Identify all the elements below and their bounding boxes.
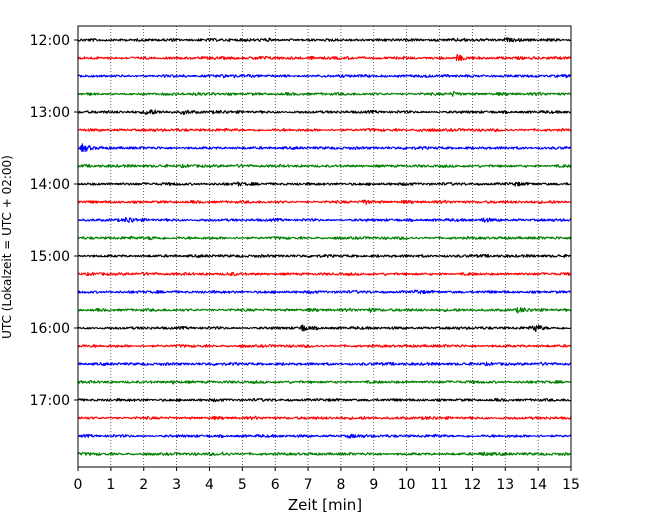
seismogram-trace — [77, 235, 572, 241]
seismogram-trace — [77, 344, 572, 349]
seismogram-trace — [77, 73, 572, 79]
seismogram-trace — [77, 271, 572, 277]
y-tick-label: 16:00 — [30, 321, 70, 337]
x-tick-label: 7 — [304, 477, 313, 493]
x-tick-label: 3 — [172, 477, 181, 493]
x-tick-label: 15 — [562, 477, 580, 493]
y-tick-label: 13:00 — [30, 105, 70, 121]
x-tick-label: 13 — [496, 477, 514, 493]
seismogram-trace — [77, 53, 572, 62]
x-tick-label: 10 — [398, 477, 416, 493]
seismogram-trace — [77, 90, 572, 97]
seismogram-trace — [77, 163, 572, 169]
x-tick-label: 5 — [238, 477, 247, 493]
trace-group — [77, 37, 572, 457]
x-tick-label: 9 — [369, 477, 378, 493]
seismogram-trace — [77, 109, 572, 116]
seismogram-trace — [77, 216, 572, 223]
seismogram-trace — [77, 37, 572, 43]
y-tick-label: 12:00 — [30, 33, 70, 49]
x-tick-label: 12 — [463, 477, 481, 493]
y-tick-label: 15:00 — [30, 249, 70, 265]
seismogram-trace — [77, 361, 572, 367]
x-tick-label: 8 — [336, 477, 345, 493]
x-axis-label: Zeit [min] — [288, 496, 362, 514]
y-tick-label: 14:00 — [30, 177, 70, 193]
x-tick-label: 2 — [139, 477, 148, 493]
y-axis-label: UTC (Lokalzeit = UTC + 02:00) — [0, 155, 14, 339]
seismogram-trace — [77, 415, 572, 421]
x-tick-label: 6 — [271, 477, 280, 493]
seismogram-trace — [77, 143, 572, 153]
seismogram-trace — [77, 289, 572, 295]
x-tick-label: 0 — [74, 477, 83, 493]
seismogram-trace — [77, 397, 572, 403]
plot-frame — [77, 25, 572, 468]
seismogram-trace — [77, 253, 572, 259]
x-tick-label: 4 — [205, 477, 214, 493]
seismogram-trace — [77, 199, 572, 205]
seismogram-trace — [77, 451, 572, 457]
seismogram-trace — [77, 379, 572, 385]
seismogram-trace — [77, 306, 572, 314]
seismogram-trace — [77, 433, 572, 439]
x-axis-ticks: 0 1 2 3 4 5 6 7 8 9 10 11 12 13 14 15 — [74, 467, 580, 493]
x-tick-label: 11 — [431, 477, 449, 493]
seismogram-trace — [77, 127, 572, 133]
y-tick-label: 17:00 — [30, 393, 70, 409]
x-tick-label: 1 — [106, 477, 115, 493]
seismogram-trace — [77, 324, 572, 332]
seismogram-trace — [77, 181, 572, 187]
x-tick-label: 14 — [529, 477, 547, 493]
y-axis-ticks: 12:00 13:00 14:00 15:00 16:00 17:00 — [30, 33, 78, 409]
